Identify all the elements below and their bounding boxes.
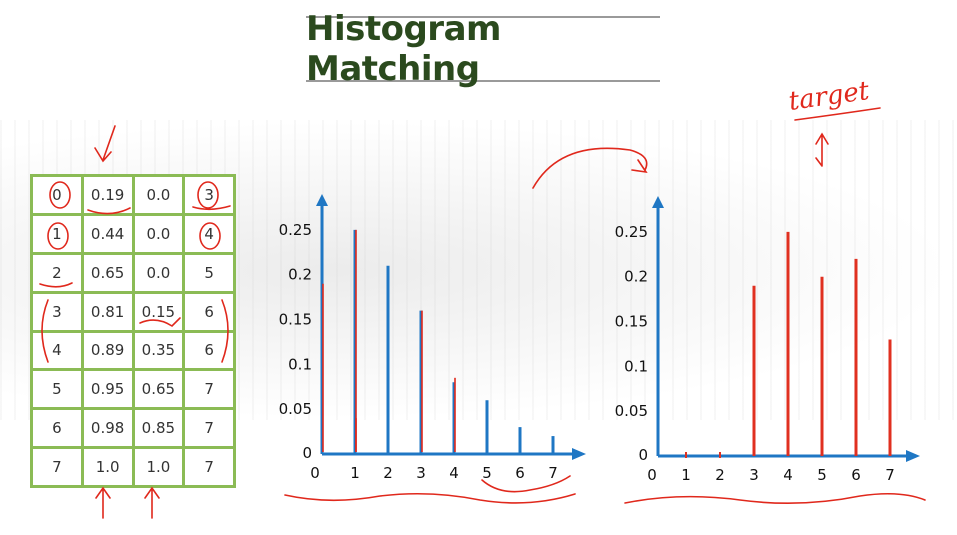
- x-tick-label: 6: [851, 466, 861, 484]
- mapping-table: 0 0.19 0.0 3 1 0.44 0.0 4 2 0.65 0.0 5 3 0.81 0.15 6 4 0.…: [30, 174, 236, 488]
- table-cell: 0.19: [83, 177, 132, 213]
- table-cell: 0.89: [83, 332, 132, 369]
- y-tick-label: 0.15: [615, 313, 648, 331]
- x-tick-label: 4: [449, 464, 459, 482]
- table-cell: 5: [185, 254, 233, 291]
- table-cell: 6: [185, 293, 233, 330]
- left-histogram-chart: 0.25 0.2 0.15 0.1 0.05 0 0 1 2 3 4 5 6 7: [279, 194, 586, 482]
- title-banner: Histogram Matching: [306, 9, 660, 89]
- y-tick-label: 0.2: [288, 266, 312, 284]
- x-axis-arrow-icon: [906, 450, 920, 462]
- table-cell: 0.0: [134, 254, 183, 291]
- table-cell: 0.65: [83, 254, 132, 291]
- y-tick-label: 0.25: [279, 221, 312, 239]
- table-cell: 0.98: [83, 410, 132, 447]
- underline-mark: [624, 492, 926, 504]
- underline-mark: [192, 205, 231, 211]
- arrow-up-icon: [144, 486, 160, 519]
- arrow-icon: [815, 132, 829, 167]
- x-tick-label: 5: [482, 464, 492, 482]
- table-row: 2 0.65 0.0 5: [33, 254, 233, 291]
- y-tick-label: 0.1: [624, 357, 648, 375]
- table-cell: 1.0: [83, 449, 132, 485]
- y-tick-label: 0: [302, 444, 312, 462]
- table-cell: 1: [33, 215, 81, 252]
- brace-mark: [481, 475, 571, 493]
- table-cell: 5: [33, 371, 81, 408]
- y-tick-label: 0.15: [279, 311, 312, 329]
- x-tick-label: 5: [817, 466, 827, 484]
- underline-mark: [284, 492, 576, 504]
- y-axis-arrow-icon: [652, 196, 664, 208]
- table-cell: 4: [185, 215, 233, 252]
- x-tick-label: 2: [715, 466, 725, 484]
- table-row: 1 0.44 0.0 4: [33, 215, 233, 252]
- y-axis-arrow-icon: [316, 194, 328, 206]
- table-cell: 0.44: [83, 215, 132, 252]
- circle-mark: [49, 181, 71, 209]
- table-row: 3 0.81 0.15 6: [33, 293, 233, 330]
- table-cell: 6: [33, 410, 81, 447]
- page-title: Histogram Matching: [306, 9, 501, 89]
- underline-mark: [39, 282, 73, 288]
- curved-arrow-icon: [532, 147, 648, 189]
- y-tick-label: 0.05: [279, 400, 312, 418]
- table-cell: 0.65: [134, 371, 183, 408]
- x-tick-label: 3: [416, 464, 426, 482]
- table-cell: 0.85: [134, 410, 183, 447]
- x-tick-label: 1: [350, 464, 360, 482]
- table-row: 7 1.0 1.0 7: [33, 449, 233, 485]
- table-cell: 0.81: [83, 293, 132, 330]
- x-tick-label: 4: [783, 466, 793, 484]
- table-cell: 0.0: [134, 215, 183, 252]
- table-cell: 0.0: [134, 177, 183, 213]
- table-cell: 7: [185, 371, 233, 408]
- y-tick-label: 0.1: [288, 355, 312, 373]
- circle-mark: [199, 222, 221, 250]
- bracket-mark: [221, 299, 229, 363]
- table-cell: 1.0: [134, 449, 183, 485]
- table-cell: 0.95: [83, 371, 132, 408]
- x-tick-label: 7: [885, 466, 895, 484]
- table-cell: 7: [185, 449, 233, 485]
- arrow-up-icon: [95, 486, 111, 519]
- table-cell: 3: [33, 293, 81, 330]
- y-tick-label: 0.25: [615, 223, 648, 241]
- table-cell: 0.35: [134, 332, 183, 369]
- table-cell: 7: [33, 449, 81, 485]
- x-tick-label: 6: [515, 464, 525, 482]
- circle-mark: [47, 222, 69, 250]
- right-histogram-chart: 0.25 0.2 0.15 0.1 0.05 0 0 1 2 3 4 5 6 7: [615, 196, 920, 484]
- table-cell: 7: [185, 410, 233, 447]
- x-tick-label: 1: [681, 466, 691, 484]
- x-tick-label: 3: [749, 466, 759, 484]
- x-axis-arrow-icon: [572, 448, 586, 460]
- table-row: 6 0.98 0.85 7: [33, 410, 233, 447]
- x-tick-label: 2: [383, 464, 393, 482]
- table-cell: 4: [33, 332, 81, 369]
- table-row: 5 0.95 0.65 7: [33, 371, 233, 408]
- x-tick-label: 0: [310, 464, 320, 482]
- circle-mark: [197, 181, 219, 209]
- underline-mark: [139, 317, 181, 328]
- handwritten-annotations: [39, 107, 926, 519]
- x-tick-label: 0: [647, 466, 657, 484]
- y-tick-label: 0.2: [624, 268, 648, 286]
- underline-mark: [794, 107, 881, 121]
- arrow-down-icon: [94, 125, 116, 163]
- underline-mark: [87, 207, 131, 215]
- y-tick-label: 0.05: [615, 402, 648, 420]
- y-tick-label: 0: [638, 446, 648, 464]
- x-tick-label: 7: [548, 464, 558, 482]
- bracket-mark: [41, 299, 49, 363]
